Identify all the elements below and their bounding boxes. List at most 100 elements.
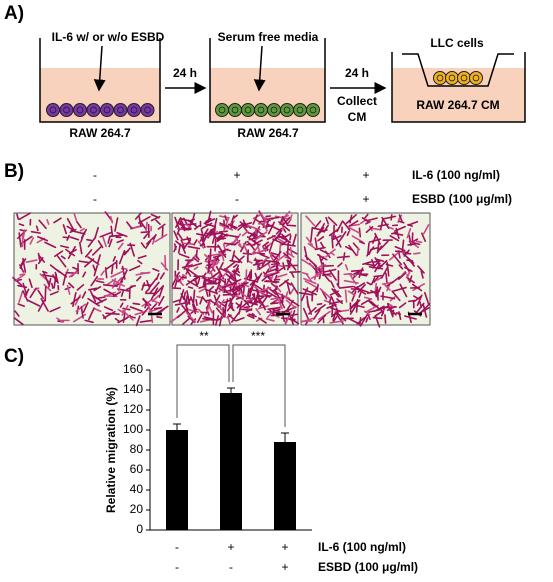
cell-stain (129, 242, 135, 257)
cell-stain (42, 271, 50, 285)
cell-stain (28, 278, 33, 289)
cell-stain (368, 266, 384, 270)
cell (100, 103, 114, 117)
cell-stain (305, 273, 313, 283)
cell-stain (69, 228, 77, 234)
cell-stain (399, 283, 408, 298)
cell-stain (261, 274, 269, 282)
cell-stain (151, 239, 155, 245)
y-tick-label: 0 (136, 522, 143, 536)
cell-stain (93, 285, 102, 292)
cell-stain (270, 282, 277, 288)
cell-stain (157, 223, 166, 230)
cell-stain (273, 264, 286, 268)
cell-stain (119, 302, 124, 308)
cell-stain (117, 308, 125, 314)
cell-stain (22, 290, 29, 302)
cell-stain (376, 276, 383, 281)
cell-stain (154, 233, 168, 243)
cell-stain (242, 243, 249, 256)
cell-stain (278, 243, 282, 259)
cell-stain (290, 282, 299, 295)
cell-stain (349, 299, 361, 310)
cell-stain (218, 230, 229, 233)
cell-stain (76, 284, 85, 291)
treatment-mark: + (281, 540, 288, 554)
cell-stain (356, 247, 360, 257)
cell-stain (270, 302, 279, 305)
cell-stain (202, 317, 215, 321)
cell-stain (68, 282, 75, 289)
cell-stain (278, 278, 290, 287)
cell-stain (365, 317, 369, 323)
cell-nucleus (218, 106, 226, 114)
cell-stain (218, 287, 232, 295)
cell-stain (231, 270, 241, 277)
cell-stain (312, 287, 318, 293)
cell-stain (345, 214, 357, 225)
cell-stain (100, 270, 105, 276)
cell-stain (114, 317, 120, 322)
treatment-mark: + (233, 168, 240, 182)
cell-stain (331, 234, 334, 249)
treatment-mark: + (281, 560, 288, 574)
cell-stain (411, 283, 423, 292)
treatment-name: ESBD (100 μg/ml) (318, 560, 418, 574)
cell-stain (39, 273, 51, 284)
cell-stain (327, 216, 338, 226)
cell-stain (79, 241, 83, 255)
cell-stain (110, 270, 124, 278)
cell-stain (201, 222, 213, 229)
cell-stain (237, 222, 246, 228)
cell-stain (367, 313, 371, 321)
cell-stain (381, 281, 392, 285)
cell-stain (178, 220, 186, 232)
cell-stain (270, 252, 279, 256)
cell-stain (406, 227, 412, 239)
cell (73, 103, 87, 117)
cell-stain (183, 217, 188, 225)
cell-stain (305, 215, 316, 227)
cell-stain (106, 280, 114, 286)
cell-stain (187, 245, 201, 250)
panel-label: C) (4, 346, 24, 367)
cell-stain (302, 307, 310, 320)
cell-nucleus (49, 106, 57, 114)
cell-stain (173, 245, 178, 253)
cell-stain (82, 301, 89, 313)
cell-stain (156, 315, 163, 319)
cell-stain (204, 253, 215, 265)
cell-stain (221, 254, 225, 262)
cell-stain (44, 241, 57, 249)
cell-stain (375, 288, 378, 297)
cell-stain (208, 285, 215, 291)
cell-stain (104, 267, 108, 279)
cell-stain (188, 308, 200, 313)
treatment-mark: - (235, 192, 239, 206)
cell-stain (221, 282, 235, 289)
cell-stain (349, 302, 359, 315)
cell-stain (284, 280, 292, 286)
cell-stain (220, 268, 231, 274)
cell-label: RAW 264.7 (69, 126, 131, 140)
cell-stain (122, 311, 126, 323)
cell-stain (56, 255, 67, 268)
cell-stain (117, 316, 129, 324)
cell-stain (407, 220, 419, 227)
cell-stain (386, 305, 396, 312)
cell-stain (368, 308, 382, 313)
cell-stain (87, 297, 100, 307)
cell-stain (137, 259, 143, 265)
cell-stain (288, 214, 293, 224)
cell-nucleus (283, 106, 291, 114)
cell-stain (275, 227, 283, 235)
cell-stain (67, 245, 76, 260)
cell-stain (336, 283, 341, 289)
cell-stain (379, 218, 384, 230)
cell-stain (66, 225, 74, 231)
cell-stain (291, 309, 296, 320)
cell-stain (424, 291, 430, 306)
cell-stain (49, 290, 59, 296)
cell-stain (202, 276, 206, 287)
cell-stain (361, 217, 369, 223)
